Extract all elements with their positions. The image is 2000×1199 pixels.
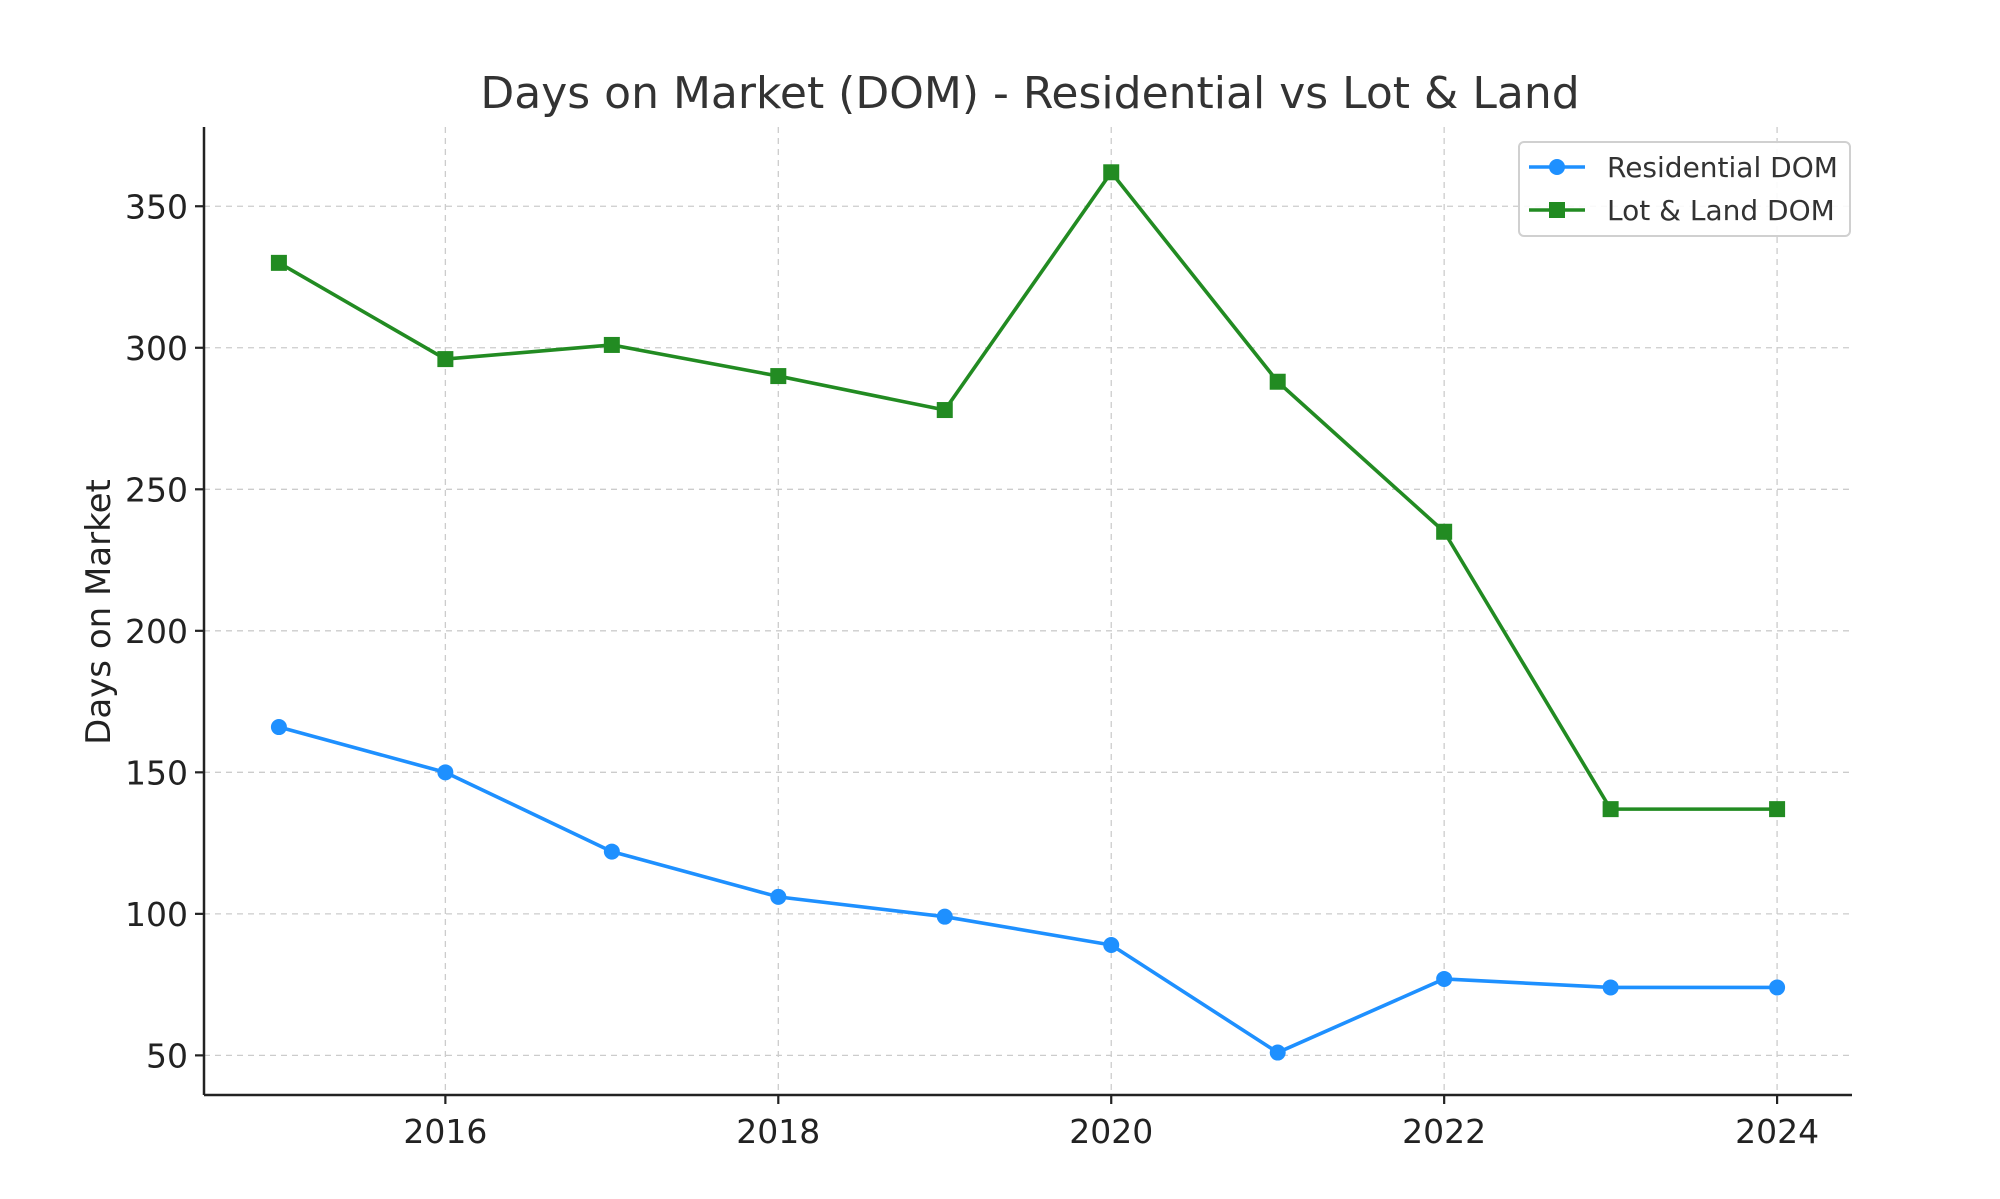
y-tick-label: 350 xyxy=(125,187,188,226)
series-line xyxy=(277,170,1779,811)
x-tick-label: 2020 xyxy=(1069,1112,1153,1151)
legend-box xyxy=(1518,141,1851,237)
data-point xyxy=(437,764,454,781)
y-axis-label: Days on Market xyxy=(79,479,119,745)
data-point xyxy=(1769,979,1786,996)
y-tick-label: 100 xyxy=(125,895,188,934)
y-tick-label: 150 xyxy=(125,753,188,792)
data-point xyxy=(437,351,454,368)
data-point xyxy=(270,254,287,271)
series-1 xyxy=(270,719,1786,1061)
data-point xyxy=(936,402,953,419)
y-tick-label: 50 xyxy=(146,1036,188,1075)
x-tick-label: 2018 xyxy=(736,1112,820,1151)
data-point xyxy=(1436,970,1453,987)
legend-marker xyxy=(1549,202,1565,218)
legend-entry: Lot & Land DOM xyxy=(1529,194,1835,227)
data-point xyxy=(1436,523,1453,540)
x-tick-label: 2022 xyxy=(1402,1112,1486,1151)
data-point xyxy=(770,888,787,905)
data-point xyxy=(1269,1044,1286,1061)
data-point xyxy=(1602,801,1619,818)
data-point xyxy=(1602,979,1619,996)
y-tick-label: 300 xyxy=(125,329,188,368)
axes: 2016 2018 2020 2022 2024 50 100 150 200 250 300 350 xyxy=(125,127,1852,1151)
y-tick-label: 250 xyxy=(125,470,188,509)
chart-title: Days on Market (DOM) - Residential vs Lo… xyxy=(480,68,1579,119)
y-tick-label: 200 xyxy=(125,612,188,651)
x-tick-label: 2016 xyxy=(403,1112,487,1151)
data-point xyxy=(1103,936,1120,953)
series-2 xyxy=(270,164,1786,818)
data-point xyxy=(603,336,620,353)
data-point xyxy=(770,368,787,385)
legend-entry: Residential DOM xyxy=(1529,151,1838,184)
data-point xyxy=(936,908,953,925)
x-tick-label: 2024 xyxy=(1735,1112,1819,1151)
legend-label: Lot & Land DOM xyxy=(1607,194,1835,227)
data-point xyxy=(1103,164,1120,181)
data-point xyxy=(1769,801,1786,818)
data-point xyxy=(1269,373,1286,390)
data-point xyxy=(603,843,620,860)
legend-label: Residential DOM xyxy=(1607,151,1838,184)
legend-marker xyxy=(1549,159,1565,175)
grid xyxy=(204,127,1852,1095)
data-point xyxy=(270,719,287,736)
series-line xyxy=(277,725,1779,1055)
legend: Residential DOM Lot & Land DOM xyxy=(1518,141,1851,237)
series-group xyxy=(270,164,1786,1061)
